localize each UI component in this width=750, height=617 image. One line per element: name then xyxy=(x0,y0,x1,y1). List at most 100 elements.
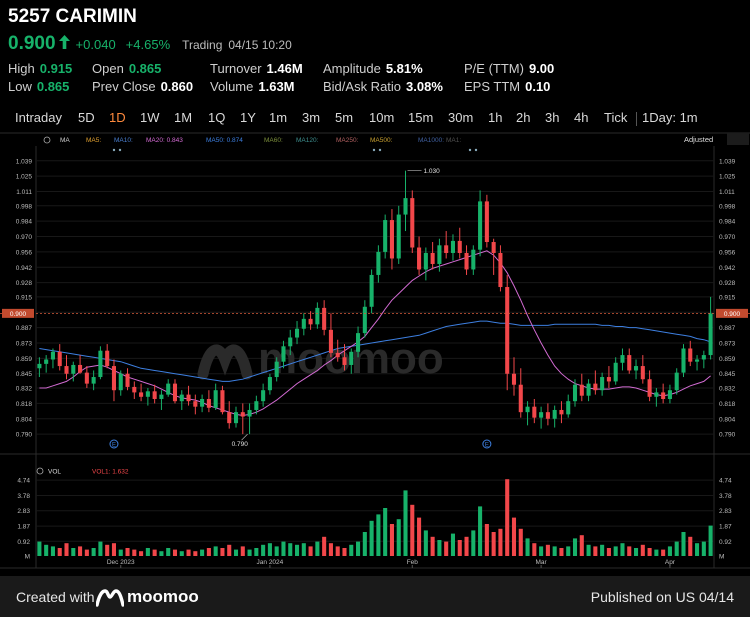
y-tick-label-right: 0.832 xyxy=(719,386,736,393)
stat-value: 9.00 xyxy=(528,61,555,76)
candle-body xyxy=(681,348,686,373)
trading-timestamp: 04/15 10:20 xyxy=(228,38,292,52)
tab-tick[interactable]: Tick xyxy=(604,110,628,125)
volume-bar xyxy=(545,544,550,556)
tab-1h[interactable]: 1h xyxy=(488,110,503,125)
event-marker-icon[interactable] xyxy=(109,439,119,449)
event-marker-icon[interactable] xyxy=(482,439,492,449)
ma-legend-item: MA120: xyxy=(296,137,319,144)
volume-bar xyxy=(688,536,693,556)
tab-3h[interactable]: 3h xyxy=(545,110,560,125)
volume-bar xyxy=(437,540,442,556)
y-tick-label-left: 0.859 xyxy=(16,356,33,363)
tab-10m[interactable]: 10m xyxy=(369,110,395,125)
last-price: 0.900 xyxy=(8,33,56,54)
tab-1y[interactable]: 1Y xyxy=(240,110,256,125)
volume-bar xyxy=(335,546,340,556)
candle-body xyxy=(403,198,408,215)
candle-body xyxy=(179,394,184,402)
tab-1w[interactable]: 1W xyxy=(140,110,160,125)
stat-row: Open 0.865 xyxy=(92,60,193,78)
volume-bar xyxy=(444,541,449,556)
tab-5m[interactable]: 5m xyxy=(335,110,354,125)
tab-1d[interactable]: 1D xyxy=(109,110,126,125)
volume-bar xyxy=(281,541,286,556)
volume-bar xyxy=(505,479,510,556)
x-axis-label: Mar xyxy=(536,559,548,566)
ma-legend-item: MA50: 0.874 xyxy=(206,137,243,144)
candle-body xyxy=(186,394,191,402)
tab-4h[interactable]: 4h xyxy=(574,110,589,125)
stat-row: P/E (TTM) 9.00 xyxy=(464,60,554,78)
candle-body xyxy=(688,348,693,362)
stat-label: Low xyxy=(8,79,32,94)
stat-label: Bid/Ask Ratio xyxy=(323,79,402,94)
y-tick-label-left: 0.915 xyxy=(16,294,33,301)
candle-body xyxy=(193,401,198,407)
volume-bar xyxy=(57,548,62,556)
tab-2h[interactable]: 2h xyxy=(516,110,531,125)
volume-bar xyxy=(132,549,137,556)
adjusted-overflow-mask xyxy=(727,133,749,145)
y-tick-label-left: 0.873 xyxy=(16,341,33,348)
ma-legend-item: MA10: xyxy=(114,137,133,144)
tab-5d[interactable]: 5D xyxy=(78,110,95,125)
candle-body xyxy=(593,383,598,391)
candle-body xyxy=(125,373,130,387)
ma-legend-item: MA60: xyxy=(264,137,283,144)
volume-bar xyxy=(301,543,306,556)
candle-body xyxy=(322,307,327,330)
tab-3m[interactable]: 3m xyxy=(302,110,321,125)
tab-1m[interactable]: 1m xyxy=(269,110,288,125)
low-pointer xyxy=(241,433,248,441)
volume-bar xyxy=(213,546,218,556)
price-row: 0.900 +0.040 +4.65% Trading 04/15 10:20 xyxy=(8,33,292,55)
volume-bar xyxy=(64,543,69,556)
volume-bar xyxy=(471,530,476,556)
ma-legend-item: MA1: xyxy=(446,137,461,144)
eye-icon[interactable] xyxy=(43,136,51,144)
ma50-line xyxy=(39,320,711,382)
vol-legend-value: VOL1: 1.632 xyxy=(92,469,129,476)
candle-body xyxy=(335,352,340,358)
volume-bar xyxy=(640,544,645,556)
y-tick-label-left: 0.887 xyxy=(16,325,33,332)
candle-body xyxy=(376,251,381,275)
volume-bar xyxy=(410,504,415,556)
stat-value: 5.81% xyxy=(385,61,423,76)
candle-body xyxy=(152,391,157,399)
candle-body xyxy=(267,377,272,391)
y-tick-label-left: 0.818 xyxy=(16,401,33,408)
tab-1q[interactable]: 1Q xyxy=(208,110,226,125)
volume-bar xyxy=(674,541,679,556)
ma-legend-item: MA250: xyxy=(336,137,359,144)
ma-legend-item: MA5: xyxy=(86,137,101,144)
tab-intraday[interactable]: Intraday xyxy=(15,110,62,125)
candle-body xyxy=(145,391,150,397)
footer: Created with moomoo Published on US 04/1… xyxy=(0,576,750,617)
stat-label: EPS TTM xyxy=(464,79,521,94)
tab-30m[interactable]: 30m xyxy=(448,110,474,125)
volume-bar xyxy=(200,549,205,556)
volume-bar xyxy=(152,549,157,556)
current-price-tag-right xyxy=(716,308,748,318)
stat-label: Volume xyxy=(210,79,254,94)
candle-body xyxy=(478,201,483,250)
current-price-tag-left xyxy=(2,308,34,318)
volume-bar xyxy=(532,543,537,556)
stats-column: P/E (TTM) 9.00 EPS TTM 0.10 xyxy=(464,60,554,96)
volume-bar xyxy=(552,546,557,556)
vol-tick-label-left: M xyxy=(25,554,30,561)
y-tick-label-right: 0.845 xyxy=(719,371,736,378)
stat-label: High xyxy=(8,61,35,76)
candle-body xyxy=(572,384,578,402)
published-date: Published on US 04/14 xyxy=(590,589,734,605)
tab-1m[interactable]: 1M xyxy=(174,110,193,125)
tab-1day-1m[interactable]: 1Day: 1m xyxy=(642,110,698,125)
eye-icon[interactable] xyxy=(36,467,44,475)
candle-body xyxy=(586,383,591,396)
chart-area[interactable]: MA MA5: MA10: MA20: 0.843 MA50: 0.874 MA60: MA… xyxy=(0,132,750,576)
y-tick-label-right: 0.998 xyxy=(719,203,736,210)
volume-bar xyxy=(78,546,83,556)
tab-15m[interactable]: 15m xyxy=(408,110,434,125)
